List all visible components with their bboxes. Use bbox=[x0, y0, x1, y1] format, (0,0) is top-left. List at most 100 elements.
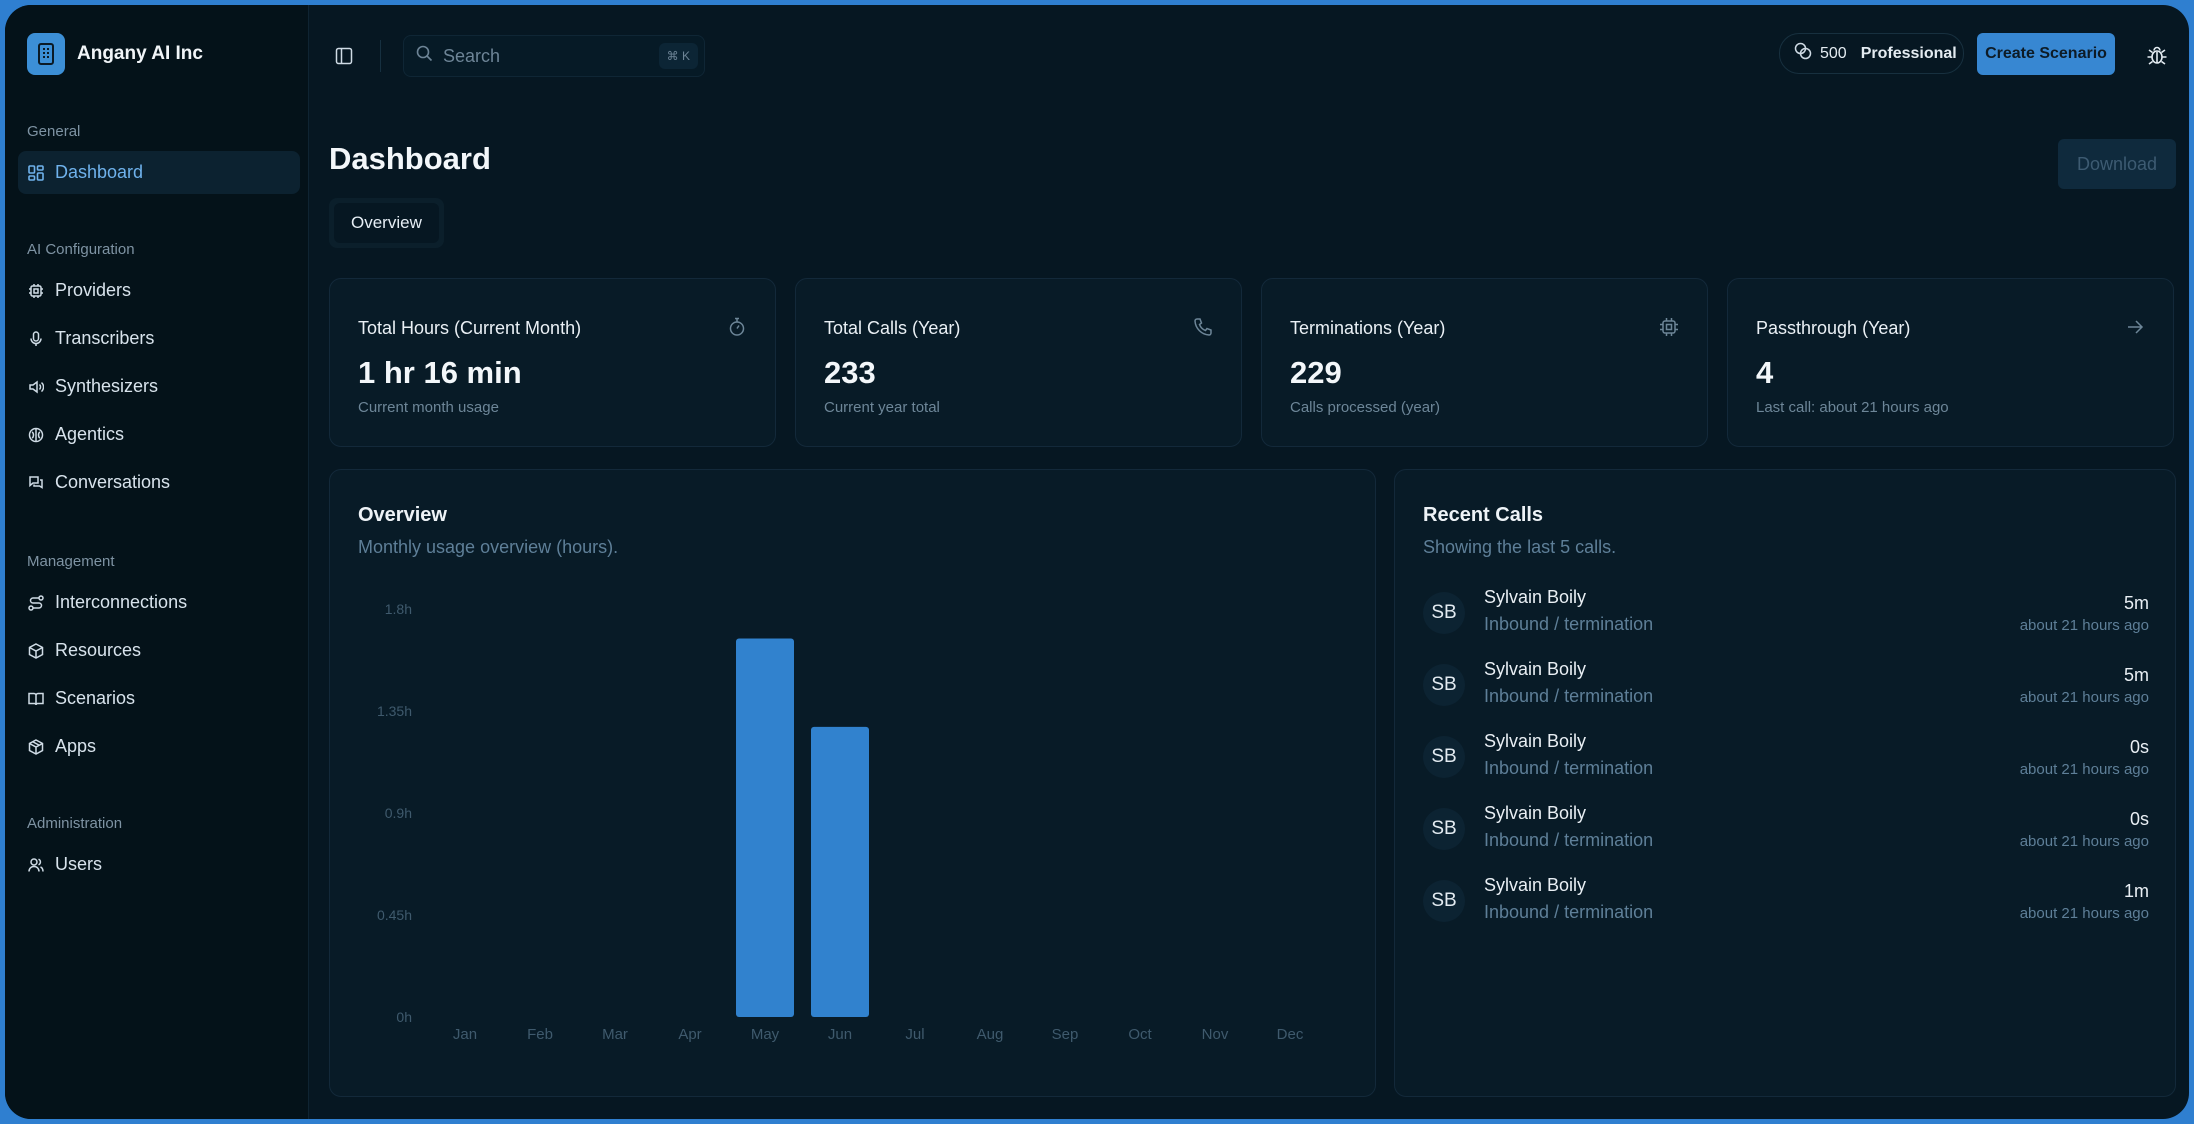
page-title: Dashboard bbox=[329, 141, 491, 176]
avatar: SB bbox=[1423, 664, 1465, 706]
call-duration: 0s bbox=[2129, 737, 2149, 757]
tab-overview[interactable]: Overview bbox=[334, 203, 439, 243]
sidebar-item-apps[interactable]: Apps bbox=[18, 725, 300, 768]
sidebar-item-interconnections[interactable]: Interconnections bbox=[18, 581, 300, 624]
stat-title: Passthrough (Year) bbox=[1756, 318, 1911, 338]
x-tick-label: Nov bbox=[1202, 1026, 1229, 1043]
call-description: Inbound / termination bbox=[1484, 830, 1654, 850]
download-button[interactable]: Download bbox=[2058, 139, 2176, 189]
brain-icon bbox=[27, 426, 45, 444]
sidebar-item-conversations[interactable]: Conversations bbox=[18, 461, 300, 504]
nav-section-management: Management Interconnections Resources Sc… bbox=[5, 550, 309, 773]
building-icon bbox=[27, 33, 65, 75]
call-time: about 21 hours ago bbox=[2019, 761, 2149, 778]
sidebar-item-scenarios[interactable]: Scenarios bbox=[18, 677, 300, 720]
x-tick-label: Feb bbox=[527, 1026, 553, 1043]
create-scenario-button[interactable]: Create Scenario bbox=[1977, 33, 2115, 75]
stat-value: 233 bbox=[824, 355, 876, 390]
phone-icon bbox=[1193, 317, 1213, 337]
call-duration: 5m bbox=[2123, 593, 2149, 613]
stat-card-terminations: Terminations (Year) 229 Calls processed … bbox=[1261, 278, 1708, 447]
book-icon bbox=[27, 690, 45, 708]
nav-section-title: AI Configuration bbox=[27, 241, 135, 258]
sidebar-item-synthesizers[interactable]: Synthesizers bbox=[18, 365, 300, 408]
call-description: Inbound / termination bbox=[1484, 758, 1654, 778]
sidebar: Angany AI Inc General Dashboard AI Confi… bbox=[5, 5, 309, 1119]
sidebar-item-label: Dashboard bbox=[55, 162, 144, 182]
sidebar-item-providers[interactable]: Providers bbox=[18, 269, 300, 312]
search-icon bbox=[416, 45, 433, 67]
chat-icon bbox=[27, 474, 45, 492]
app-window: Angany AI Inc General Dashboard AI Confi… bbox=[5, 5, 2189, 1119]
x-tick-label: Aug bbox=[977, 1026, 1004, 1043]
sidebar-item-label: Interconnections bbox=[55, 592, 188, 612]
search-shortcut: ⌘ K bbox=[658, 43, 698, 69]
microphone-icon bbox=[27, 330, 45, 348]
sidebar-item-label: Users bbox=[55, 854, 103, 874]
sidebar-item-agentics[interactable]: Agentics bbox=[18, 413, 300, 456]
recent-call-row[interactable]: SB Sylvain Boily Inbound / termination 0… bbox=[1423, 803, 2149, 865]
stat-card-total-hours: Total Hours (Current Month) 1 hr 16 min … bbox=[329, 278, 776, 447]
caller-name: Sylvain Boily bbox=[1484, 587, 1587, 607]
nav-section-title: Management bbox=[27, 553, 115, 570]
recent-calls-subtitle: Showing the last 5 calls. bbox=[1423, 537, 1617, 557]
call-duration: 1m bbox=[2123, 881, 2149, 901]
x-tick-label: Jan bbox=[453, 1026, 477, 1043]
recent-call-row[interactable]: SB Sylvain Boily Inbound / termination 5… bbox=[1423, 659, 2149, 721]
stat-value: 229 bbox=[1290, 355, 1342, 390]
sidebar-item-label: Apps bbox=[55, 736, 97, 756]
x-tick-label: Jun bbox=[828, 1026, 852, 1043]
tab-list: Overview bbox=[329, 198, 444, 248]
search-input[interactable]: Search ⌘ K bbox=[403, 35, 705, 77]
overview-card: Overview Monthly usage overview (hours).… bbox=[329, 469, 1376, 1097]
credits-badge[interactable]: 500 Professional bbox=[1779, 33, 1964, 74]
sidebar-item-users[interactable]: Users bbox=[18, 843, 300, 886]
recent-call-row[interactable]: SB Sylvain Boily Inbound / termination 0… bbox=[1423, 731, 2149, 793]
dashboard-icon bbox=[27, 164, 45, 182]
sidebar-item-transcribers[interactable]: Transcribers bbox=[18, 317, 300, 360]
stat-title: Terminations (Year) bbox=[1290, 318, 1446, 338]
y-tick-label: 0.45h bbox=[377, 907, 412, 923]
sidebar-item-dashboard[interactable]: Dashboard bbox=[18, 151, 300, 194]
stat-value: 4 bbox=[1756, 355, 1774, 390]
stat-card-total-calls: Total Calls (Year) 233 Current year tota… bbox=[795, 278, 1242, 447]
box-icon bbox=[27, 642, 45, 660]
caller-name: Sylvain Boily bbox=[1484, 803, 1587, 823]
coins-icon bbox=[1794, 42, 1812, 65]
sidebar-item-label: Agentics bbox=[55, 424, 125, 444]
caller-name: Sylvain Boily bbox=[1484, 875, 1587, 895]
users-icon bbox=[27, 856, 45, 874]
bug-icon[interactable] bbox=[2143, 41, 2171, 69]
call-duration: 5m bbox=[2123, 665, 2149, 685]
stat-subtext: Last call: about 21 hours ago bbox=[1756, 399, 1949, 416]
overview-subtitle: Monthly usage overview (hours). bbox=[358, 537, 619, 557]
recent-call-row[interactable]: SB Sylvain Boily Inbound / termination 1… bbox=[1423, 875, 2149, 937]
x-tick-label: Sep bbox=[1052, 1026, 1079, 1043]
credits-count: 500 bbox=[1820, 44, 1847, 62]
cube-icon bbox=[27, 738, 45, 756]
nav-section-administration: Administration Users bbox=[5, 812, 309, 891]
avatar: SB bbox=[1423, 592, 1465, 634]
bar-may[interactable] bbox=[736, 638, 794, 1017]
chip-icon bbox=[27, 282, 45, 300]
recent-call-row[interactable]: SB Sylvain Boily Inbound / termination 5… bbox=[1423, 587, 2149, 649]
header-divider bbox=[380, 40, 381, 72]
recent-calls-title: Recent Calls bbox=[1423, 504, 1544, 526]
sidebar-item-resources[interactable]: Resources bbox=[18, 629, 300, 672]
stat-subtext: Current year total bbox=[824, 399, 940, 416]
y-tick-label: 0h bbox=[396, 1009, 412, 1025]
stat-subtext: Current month usage bbox=[358, 399, 499, 416]
usage-bar-chart: 0h 0.45h 0.9h 1.35h 1.8h Jan Feb Mar Apr May Jun Ju… bbox=[377, 601, 1304, 1043]
x-tick-label: Mar bbox=[602, 1026, 628, 1043]
org-switcher[interactable]: Angany AI Inc bbox=[27, 33, 203, 75]
avatar: SB bbox=[1423, 880, 1465, 922]
x-tick-label: Oct bbox=[1128, 1026, 1152, 1043]
call-duration: 0s bbox=[2129, 809, 2149, 829]
sidebar-toggle-icon[interactable] bbox=[331, 43, 357, 69]
y-tick-label: 1.35h bbox=[377, 703, 412, 719]
overview-title: Overview bbox=[358, 504, 447, 526]
call-description: Inbound / termination bbox=[1484, 614, 1654, 634]
sidebar-item-label: Providers bbox=[55, 280, 132, 300]
bar-jun[interactable] bbox=[811, 726, 869, 1017]
avatar: SB bbox=[1423, 808, 1465, 850]
